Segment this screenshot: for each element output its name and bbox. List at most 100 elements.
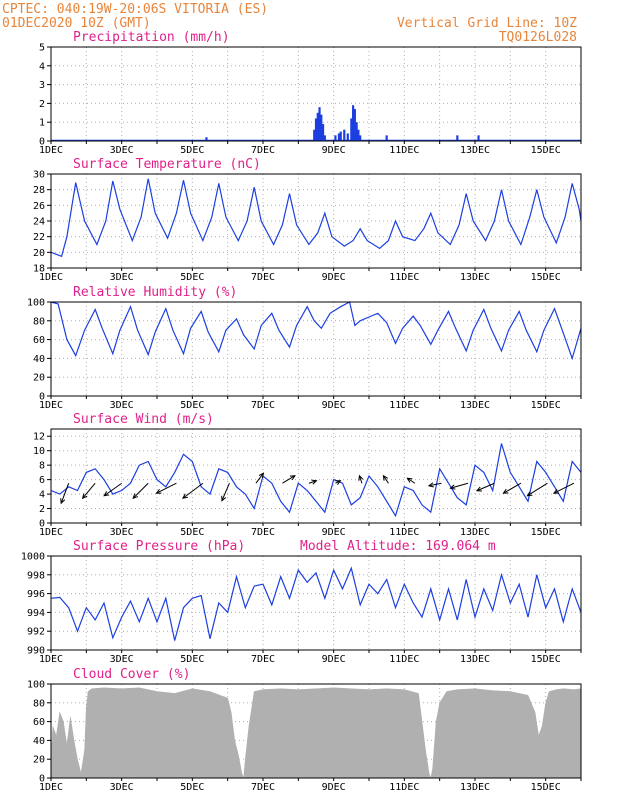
pressure-xtick-label: 7DEC bbox=[251, 654, 275, 665]
wind-arrow-head bbox=[103, 491, 110, 497]
temperature-ytick-label: 20 bbox=[33, 248, 45, 259]
cloud-cover-xtick-label: 13DEC bbox=[460, 782, 490, 793]
wind-xtick-label: 15DEC bbox=[531, 527, 561, 538]
precipitation-xtick-label: 13DEC bbox=[460, 145, 490, 156]
wind-arrow-shaft bbox=[156, 482, 177, 494]
precipitation-bar bbox=[346, 133, 349, 141]
precipitation-bar bbox=[316, 112, 319, 141]
wind-ytick-label: 4 bbox=[39, 490, 45, 501]
wind-arrow-shaft bbox=[428, 482, 442, 487]
precipitation-bar bbox=[350, 118, 353, 141]
precipitation-bar bbox=[321, 124, 325, 141]
humidity-xtick-label: 5DEC bbox=[180, 400, 204, 411]
cloud-cover-ytick-label: 80 bbox=[33, 698, 45, 709]
wind-arrow-head bbox=[60, 498, 66, 505]
humidity-xtick-label: 3DEC bbox=[110, 400, 134, 411]
wind-arrow bbox=[103, 482, 122, 497]
precipitation-xtick-label: 5DEC bbox=[180, 145, 204, 156]
wind-arrow bbox=[255, 472, 265, 484]
wind-arrow-head bbox=[289, 475, 296, 481]
pressure-frame bbox=[50, 555, 582, 651]
wind-arrow-head bbox=[311, 479, 318, 485]
pressure-ytick-label: 1000 bbox=[21, 552, 45, 563]
temperature-xtick-label: 5DEC bbox=[180, 272, 204, 283]
humidity-ytick-label: 0 bbox=[39, 392, 45, 403]
precipitation-title: Precipitation (mm/h) bbox=[73, 30, 230, 45]
pressure-ytick-label: 996 bbox=[27, 589, 45, 600]
pressure-xtick-label: 15DEC bbox=[531, 654, 561, 665]
wind-arrow-shaft bbox=[60, 483, 70, 504]
wind-arrow-head bbox=[182, 493, 188, 499]
wind-arrow-shaft bbox=[553, 482, 575, 494]
humidity-ytick-label: 20 bbox=[33, 373, 45, 384]
wind-arrow-shaft bbox=[132, 482, 149, 499]
temperature-ytick-label: 18 bbox=[33, 264, 45, 275]
wind-arrow bbox=[60, 483, 70, 505]
wind-xtick-label: 9DEC bbox=[322, 527, 346, 538]
wind-arrow-shaft bbox=[527, 482, 548, 497]
cloud-cover-xtick-label: 11DEC bbox=[389, 782, 419, 793]
precipitation-ytick-label: 0 bbox=[39, 137, 45, 148]
precipitation-bar bbox=[337, 133, 341, 141]
wind-arrow bbox=[475, 482, 495, 492]
temperature-frame bbox=[50, 173, 582, 269]
wind-arrow-shaft bbox=[182, 482, 204, 499]
pressure-xtick-label: 5DEC bbox=[180, 654, 204, 665]
humidity-xtick-label: 13DEC bbox=[460, 400, 490, 411]
precipitation-bar bbox=[314, 118, 318, 141]
wind-xtick-label: 11DEC bbox=[389, 527, 419, 538]
precipitation-ytick-label: 3 bbox=[39, 80, 45, 91]
wind-ytick-label: 0 bbox=[39, 519, 45, 530]
pressure-ytick-label: 998 bbox=[27, 570, 45, 581]
cloud-cover-title: Cloud Cover (%) bbox=[73, 667, 190, 682]
humidity-title: Relative Humidity (%) bbox=[73, 285, 237, 300]
cloud-cover-ytick-label: 100 bbox=[27, 680, 45, 691]
wind-arrow bbox=[308, 479, 318, 485]
wind-arrow-head bbox=[502, 488, 509, 494]
cloud-cover-area bbox=[50, 687, 582, 779]
pressure-line bbox=[50, 566, 582, 641]
wind-arrow bbox=[132, 482, 149, 500]
precipitation-bar bbox=[385, 135, 388, 141]
run-date: 01DEC2020 10Z (GMT) bbox=[2, 16, 151, 31]
temperature-ytick-label: 28 bbox=[33, 185, 45, 196]
wind-arrow-head bbox=[552, 488, 559, 494]
wind-arrow-head bbox=[155, 488, 162, 494]
temperature-line bbox=[50, 178, 582, 258]
temperature-title: Surface Temperature (nC) bbox=[73, 157, 261, 172]
humidity-panel: 0 20 40 60 80 100 1DEC 3DEC 5DEC 7DEC 9DEC 11DEC 13D… bbox=[27, 285, 582, 411]
temperature-xtick-label: 7DEC bbox=[251, 272, 275, 283]
pressure-ytick-label: 994 bbox=[27, 608, 45, 619]
precipitation-bar bbox=[334, 135, 337, 141]
precipitation-bar bbox=[353, 109, 356, 141]
pressure-xtick-label: 3DEC bbox=[110, 654, 134, 665]
temperature-panel: 18 20 22 24 26 28 30 1DEC 3DEC 5DEC 7DEC 9DEC 11DEC 1… bbox=[33, 157, 582, 283]
wind-arrow bbox=[427, 482, 442, 488]
cloud-cover-xtick-label: 9DEC bbox=[322, 782, 346, 793]
wind-arrow bbox=[155, 482, 177, 494]
cloud-cover-ytick-label: 40 bbox=[33, 736, 45, 747]
station-header: CPTEC: 040:19W-20:06S VITORIA (ES) bbox=[2, 2, 268, 17]
wind-arrow-shaft bbox=[407, 477, 416, 484]
wind-frame bbox=[50, 428, 582, 524]
wind-arrow-head bbox=[221, 495, 227, 502]
precipitation-bar bbox=[359, 135, 362, 141]
wind-ytick-label: 8 bbox=[39, 461, 45, 472]
humidity-line bbox=[50, 301, 582, 361]
grid-line-note: Vertical Grid Line: 10Z bbox=[397, 16, 577, 31]
pressure-xtick-label: 13DEC bbox=[460, 654, 490, 665]
wind-arrow bbox=[502, 482, 522, 494]
cloud-cover-ytick-label: 20 bbox=[33, 755, 45, 766]
wind-arrow bbox=[449, 482, 469, 490]
pressure-annotation: Model Altitude: 169.064 m bbox=[300, 539, 496, 554]
precipitation-ytick-label: 4 bbox=[39, 61, 45, 72]
cloud-cover-ytick-label: 60 bbox=[33, 717, 45, 728]
humidity-ytick-label: 80 bbox=[33, 316, 45, 327]
wind-arrow-shaft bbox=[503, 482, 522, 494]
precipitation-xtick-label: 11DEC bbox=[389, 145, 419, 156]
precipitation-bar bbox=[323, 135, 326, 141]
precipitation-ytick-label: 2 bbox=[39, 99, 45, 110]
wind-xtick-label: 1DEC bbox=[39, 527, 63, 538]
precipitation-xtick-label: 15DEC bbox=[531, 145, 561, 156]
